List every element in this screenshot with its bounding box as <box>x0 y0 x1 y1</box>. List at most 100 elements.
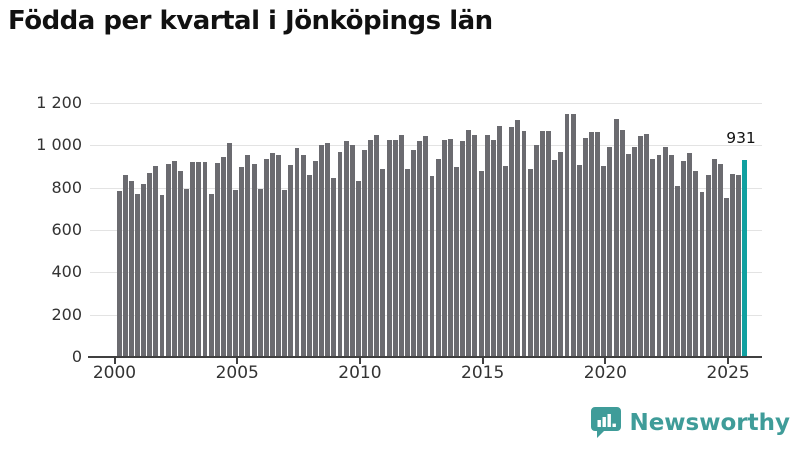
y-tick-label-400: 400 <box>51 262 82 282</box>
bar-2017-Q2 <box>539 131 545 357</box>
bar-2021-Q3 <box>644 133 650 357</box>
bar-2005-Q4 <box>257 188 263 357</box>
bar-2014-Q3 <box>472 134 478 357</box>
bar-2013-Q1 <box>435 158 441 357</box>
bar-2025-Q2 <box>736 175 742 357</box>
bar-2019-Q2 <box>589 132 594 357</box>
y-tick-label-1000: 1 000 <box>36 135 82 155</box>
x-tick-label-2010: 2010 <box>338 363 382 383</box>
bar-2016-Q4 <box>527 168 533 357</box>
bar-2015-Q4 <box>503 166 509 357</box>
bar-2003-Q1 <box>190 162 196 357</box>
bar-2015-Q2 <box>490 139 496 357</box>
y-tick-label-1200: 1 200 <box>36 93 82 112</box>
bar-2018-Q3 <box>570 114 576 357</box>
bar-2008-Q1 <box>312 161 318 357</box>
bar-2019-Q4 <box>601 165 607 357</box>
bar-2023-Q1 <box>681 161 687 357</box>
bar-2005-Q1 <box>239 166 245 357</box>
x-tick-2005 <box>236 357 239 364</box>
bar-2012-Q4 <box>429 176 435 357</box>
y-tick-label-200: 200 <box>51 304 82 324</box>
bar-2011-Q1 <box>386 140 392 357</box>
bar-2024-Q3 <box>717 164 723 357</box>
bar-2009-Q2 <box>343 141 349 357</box>
bar-2020-Q4 <box>625 153 631 357</box>
bar-2020-Q2 <box>613 118 619 357</box>
x-tick-label-2020: 2020 <box>583 363 627 383</box>
x-tick-2025 <box>727 357 730 364</box>
bar-2004-Q3 <box>227 143 232 357</box>
bar-2016-Q1 <box>509 126 515 357</box>
bar-2010-Q3 <box>374 134 380 357</box>
bar-2011-Q2 <box>392 140 398 357</box>
bar-2022-Q1 <box>656 154 662 357</box>
bar-2023-Q4 <box>699 191 705 357</box>
bar-2013-Q2 <box>441 139 447 357</box>
bar-2022-Q2 <box>662 147 668 357</box>
bar-2009-Q4 <box>355 181 361 357</box>
bar-2021-Q1 <box>632 147 637 357</box>
bar-2010-Q4 <box>380 169 386 357</box>
bar-2007-Q4 <box>306 174 312 357</box>
bar-2012-Q1 <box>411 150 417 357</box>
bar-2017-Q3 <box>546 131 552 357</box>
bar-2017-Q4 <box>552 160 558 357</box>
bar-2009-Q3 <box>349 144 355 357</box>
y-tick-label-800: 800 <box>51 177 82 197</box>
bar-2009-Q1 <box>337 152 343 357</box>
x-tick-label-2005: 2005 <box>215 363 259 383</box>
newsworthy-wordmark: Newsworthy <box>629 409 790 436</box>
bar-2006-Q4 <box>282 189 288 357</box>
bar-2006-Q3 <box>276 154 282 357</box>
bar-2024-Q4 <box>724 198 729 357</box>
bar-2003-Q2 <box>196 161 202 357</box>
bar-2007-Q1 <box>288 165 294 357</box>
bar-2001-Q3 <box>153 165 159 357</box>
bar-2002-Q1 <box>165 163 171 357</box>
bar-2002-Q2 <box>171 161 177 357</box>
bar-2004-Q1 <box>214 162 220 357</box>
bar-2016-Q2 <box>515 120 521 357</box>
bar-2006-Q1 <box>263 158 269 357</box>
bar-2022-Q4 <box>674 185 680 357</box>
bar-2010-Q1 <box>362 149 367 357</box>
bar-2008-Q4 <box>331 177 337 357</box>
bar-2005-Q3 <box>251 163 257 357</box>
bar-2004-Q4 <box>233 189 239 357</box>
bar-2018-Q4 <box>576 165 582 357</box>
bar-2000-Q2 <box>122 174 128 357</box>
bar-2012-Q3 <box>423 136 429 357</box>
bar-2005-Q2 <box>245 154 251 357</box>
bar-2018-Q2 <box>564 113 570 357</box>
bar-2016-Q3 <box>521 131 527 357</box>
bar-2008-Q3 <box>325 142 331 357</box>
bar-2024-Q1 <box>705 175 711 357</box>
bar-2018-Q1 <box>558 152 564 357</box>
bar-chart-speech-bubble-icon <box>591 407 622 438</box>
x-tick-label-2025: 2025 <box>706 363 750 383</box>
bar-2014-Q2 <box>466 129 472 357</box>
bar-2025-Q3 <box>742 159 748 357</box>
bar-2025-Q1 <box>730 173 736 357</box>
bar-2007-Q3 <box>300 155 306 357</box>
bar-2020-Q1 <box>607 147 613 357</box>
y-tick-label-0: 0 <box>71 347 82 366</box>
newsworthy-logo: Newsworthy <box>591 406 790 439</box>
bar-2014-Q4 <box>478 171 484 357</box>
bar-2000-Q4 <box>135 193 140 357</box>
bar-2003-Q3 <box>202 162 208 357</box>
bar-2004-Q2 <box>220 156 226 357</box>
bar-2013-Q3 <box>447 138 453 357</box>
bar-2024-Q2 <box>711 159 717 357</box>
bar-2014-Q1 <box>460 141 466 357</box>
bar-2008-Q2 <box>319 144 324 357</box>
chart-title: Födda per kvartal i Jönköpings län <box>8 6 493 36</box>
bar-2001-Q4 <box>159 195 165 357</box>
bar-2023-Q3 <box>693 171 699 357</box>
bar-2000-Q1 <box>116 191 122 357</box>
bar-2011-Q4 <box>405 169 410 357</box>
bar-2013-Q4 <box>454 166 459 357</box>
last-bar-value-label: 931 <box>726 129 756 147</box>
x-tick-2015 <box>481 357 484 364</box>
